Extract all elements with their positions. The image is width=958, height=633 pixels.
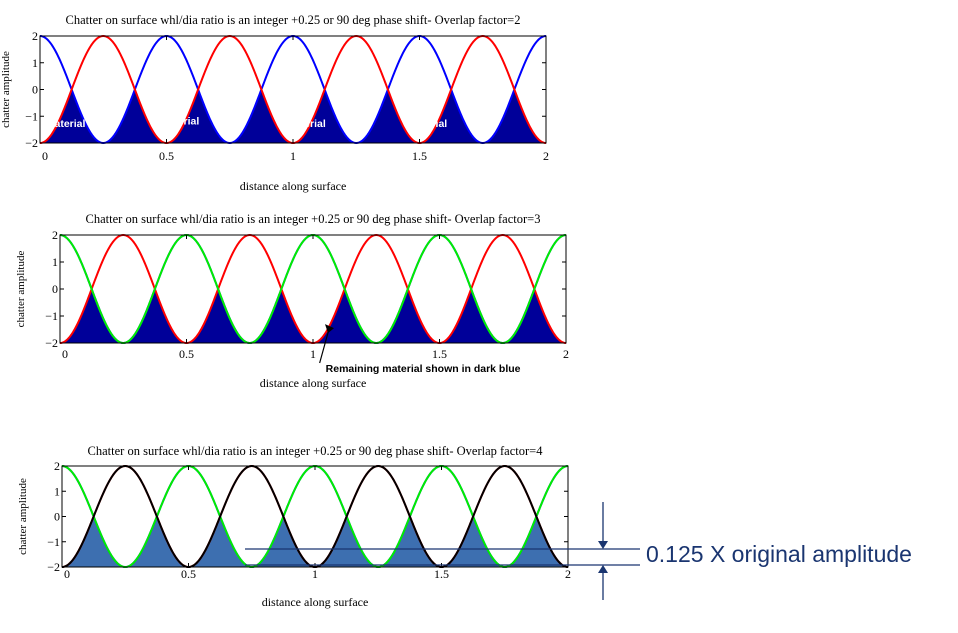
y-axis-label: chatter amplitude [0,51,12,128]
chart-title: Chatter on surface whl/dia ratio is an i… [86,212,541,226]
x-tick-label: 0 [64,567,70,581]
y-axis-label: chatter amplitude [15,251,27,328]
x-tick-label: 0.5 [159,149,174,163]
chart-title: Chatter on surface whl/dia ratio is an i… [66,13,521,27]
chart-panel-3: 0 0.5 1 1.5 2 2 1 0 −1 −2 Chatter on surface whl/d… [17,444,571,609]
callout-arrow-line [319,328,330,364]
x-tick-label: 1 [290,149,296,163]
chart-panel-1: 0 0.5 1 1.5 2 2 1 0 −1 −2 Chatter on surface whl/d… [0,13,549,193]
y-tick-label: −1 [25,109,38,123]
x-tick-label: 1 [312,567,318,581]
remaining-material-fill [62,516,568,567]
y-tick-label: 1 [32,56,38,70]
chart-panel-2: 0 0.5 1 1.5 2 2 1 0 −1 −2 Chatter on surface whl/d… [15,212,569,390]
remaining-material-callout: Remaining material shown in dark blue [326,363,521,375]
x-tick-label: 0 [62,347,68,361]
y-tick-label: 2 [54,459,60,473]
x-tick-label: 0.5 [181,567,196,581]
material-label: material [159,115,199,127]
material-label: material [45,118,85,130]
charts-layer: 0 0.5 1 1.5 2 2 1 0 −1 −2 Chatter on surface whl/d… [0,13,571,609]
y-tick-label: 2 [52,228,58,242]
x-axis-label: distance along surface [260,376,367,390]
x-tick-label: 2 [563,347,569,361]
y-tick-label: 0 [52,282,58,296]
material-label: material [286,118,326,130]
material-label: material [407,118,447,130]
x-tick-label: 2 [565,567,571,581]
y-tick-label: 1 [52,255,58,269]
y-tick-label: −1 [47,535,60,549]
y-tick-label: −1 [45,309,58,323]
arrow-up-head [598,565,608,573]
callout-arrow-head [325,324,334,334]
arrow-down-head [598,541,608,549]
remaining-material-fill [60,289,566,343]
x-axis-label: distance along surface [262,595,369,609]
y-tick-label: 0 [32,83,38,97]
y-tick-label: 0 [54,510,60,524]
x-tick-label: 0 [42,149,48,163]
x-axis-label: distance along surface [240,179,347,193]
y-axis-label: chatter amplitude [17,478,29,555]
y-tick-label: −2 [25,136,38,150]
x-tick-label: 1.5 [432,347,447,361]
x-tick-label: 1 [310,347,316,361]
amplitude-note: 0.125 X original amplitude [646,541,912,567]
y-tick-label: −2 [47,560,60,574]
chart-title: Chatter on surface whl/dia ratio is an i… [88,444,544,458]
y-tick-label: 1 [54,484,60,498]
x-tick-label: 1.5 [412,149,427,163]
x-tick-label: 0.5 [179,347,194,361]
y-tick-label: 2 [32,29,38,43]
x-tick-label: 1.5 [434,567,449,581]
remaining-material-fill [40,89,546,143]
y-tick-label: −2 [45,336,58,350]
amplitude-note-group: 0.125 X original amplitude [245,502,912,600]
x-tick-label: 2 [543,149,549,163]
